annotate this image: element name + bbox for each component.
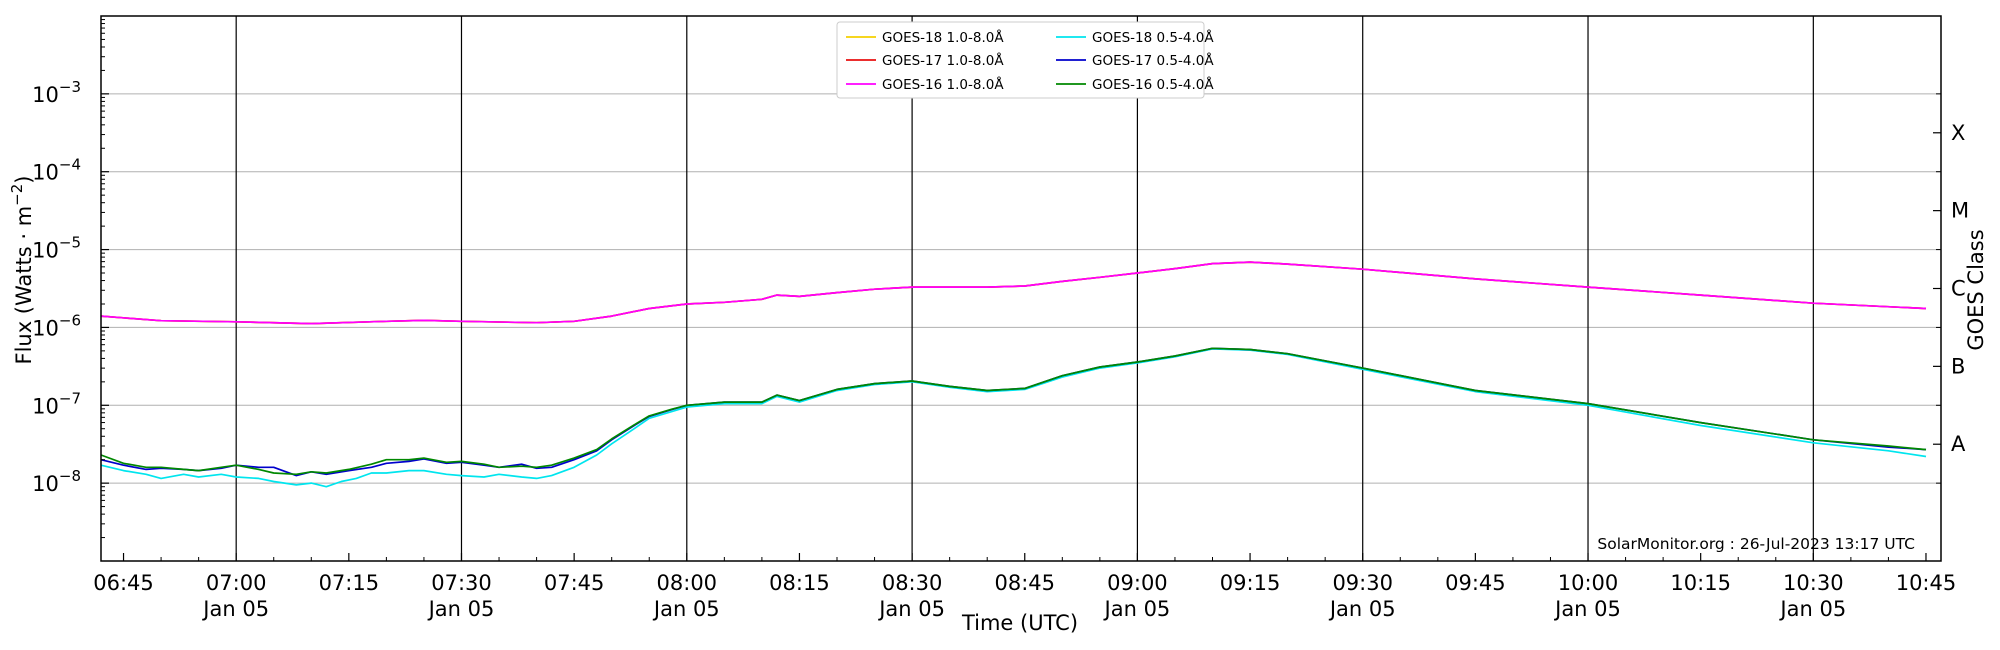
y-tick-label: 10−5 xyxy=(32,234,81,263)
x-tick-label: 09:45 xyxy=(1445,571,1506,595)
x-tick-label: 08:45 xyxy=(994,571,1055,595)
series-line xyxy=(100,261,1927,325)
goes-class-label: M xyxy=(1951,199,1969,223)
x-tick-label: 08:30 xyxy=(882,571,943,595)
x-axis-title: Time (UTC) xyxy=(961,611,1078,635)
series-line xyxy=(100,347,1927,476)
x-tick-date-label: Jan 05 xyxy=(1328,597,1396,621)
x-tick-label: 06:45 xyxy=(93,571,154,595)
watermark-label: SolarMonitor.org : 26-Jul-2023 13:17 UTC xyxy=(1597,535,1915,553)
x-tick-label: 10:30 xyxy=(1783,571,1844,595)
legend-label: GOES-18 0.5-4.0Å xyxy=(1092,29,1214,46)
x-tick-label: 09:00 xyxy=(1107,571,1168,595)
x-tick-label: 08:00 xyxy=(657,571,718,595)
x-tick-date-label: Jan 05 xyxy=(427,597,495,621)
goes-class-layer: A B C M X xyxy=(1933,15,1969,562)
y-tick-label: 10−8 xyxy=(32,467,81,496)
legend-label: GOES-18 1.0-8.0Å xyxy=(882,29,1004,46)
y-axis-title: Flux (Watts · m−2) xyxy=(8,175,36,364)
x-tick-label: 10:45 xyxy=(1896,571,1957,595)
legend-box xyxy=(836,21,1205,99)
x-tick-label: 09:15 xyxy=(1220,571,1281,595)
y-tick-label: 10−6 xyxy=(32,311,81,340)
right-axis-title: GOES Class xyxy=(1964,229,1988,350)
x-tick-date-label: Jan 05 xyxy=(1103,597,1171,621)
grid-layer xyxy=(101,93,1941,484)
goes-class-label: B xyxy=(1951,354,1965,378)
goes-class-label: A xyxy=(1951,432,1966,456)
series-line xyxy=(100,347,1927,477)
x-tick-date-label: Jan 05 xyxy=(1553,597,1621,621)
legend-label: GOES-16 1.0-8.0Å xyxy=(882,76,1004,93)
vertical-lines-layer xyxy=(235,16,1814,561)
x-tick-date-label: Jan 05 xyxy=(877,597,945,621)
x-tick-label: 07:15 xyxy=(319,571,380,595)
y-tick-label: 10−7 xyxy=(32,389,81,418)
goes-class-label: X xyxy=(1951,121,1965,145)
legend: GOES-18 1.0-8.0Å GOES-17 1.0-8.0Å GOES-16 … xyxy=(836,21,1214,99)
x-tick-label: 07:00 xyxy=(206,571,267,595)
legend-label: GOES-17 0.5-4.0Å xyxy=(1092,52,1214,69)
y-ticks-layer: 10−8 10−7 10−6 10−5 10−4 10−3 xyxy=(32,19,109,539)
x-tick-label: 10:00 xyxy=(1558,571,1619,595)
y-tick-label: 10−4 xyxy=(32,156,81,185)
legend-label: GOES-16 0.5-4.0Å xyxy=(1092,76,1214,93)
y-tick-label: 10−3 xyxy=(32,78,81,107)
x-tick-label: 09:30 xyxy=(1332,571,1393,595)
series-layer xyxy=(100,261,1927,488)
x-tick-label: 07:30 xyxy=(431,571,492,595)
x-tick-label: 08:15 xyxy=(769,571,830,595)
x-tick-label: 07:45 xyxy=(544,571,605,595)
x-tick-date-label: Jan 05 xyxy=(652,597,720,621)
x-tick-label: 10:15 xyxy=(1670,571,1731,595)
goes-class-label: C xyxy=(1951,277,1966,301)
x-tick-date-label: Jan 05 xyxy=(201,597,269,621)
series-line xyxy=(100,261,1927,325)
series-line xyxy=(100,261,1927,325)
legend-label: GOES-17 1.0-8.0Å xyxy=(882,52,1004,69)
x-tick-date-label: Jan 05 xyxy=(1778,597,1846,621)
